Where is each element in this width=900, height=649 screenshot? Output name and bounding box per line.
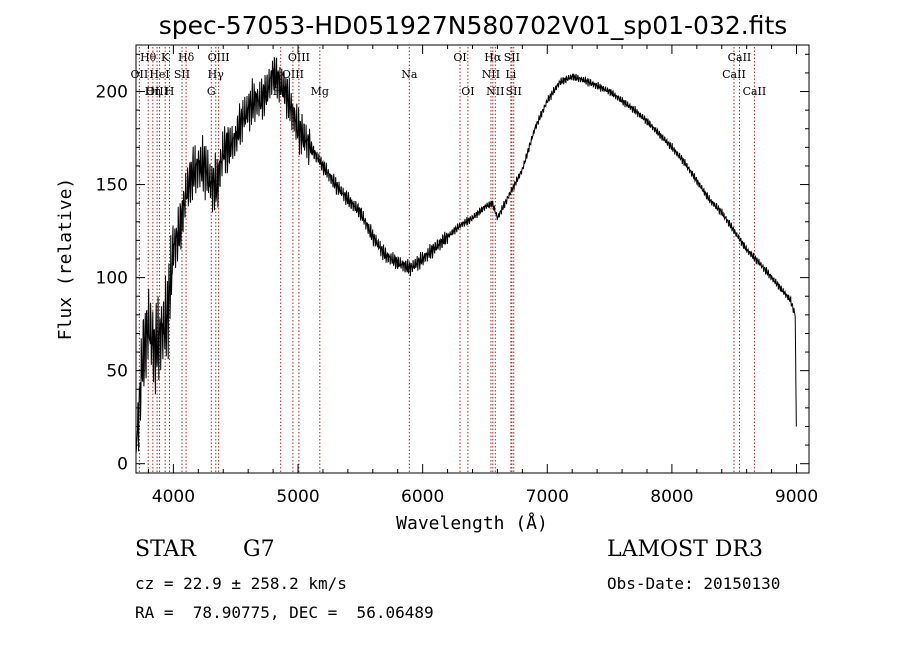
series-layer (135, 57, 797, 455)
chart-title: spec-57053-HD051927N580702V01_sp01-032.f… (159, 11, 788, 40)
spectral-line-label: OIII (146, 85, 168, 98)
series-spectrum (135, 57, 797, 455)
spectral-line-label: K (161, 51, 170, 64)
spectral-line-label: Mg (311, 85, 329, 98)
coordinates: RA = 78.90775, DEC = 56.06489 (135, 603, 434, 622)
spectral-line-label: CaII (722, 68, 746, 81)
y-tick-label: 50 (106, 362, 128, 382)
y-tick-label: 200 (96, 83, 128, 103)
spectral-line-label: Na (401, 68, 418, 81)
y-tick-label: 150 (96, 176, 128, 196)
spectral-line-label: Hδ (178, 51, 195, 64)
x-axis-label: Wavelength (Å) (396, 512, 548, 534)
spectral-line-label: SII (174, 68, 190, 81)
spectral-line-label: NII (486, 85, 504, 98)
spectral-line-label: G (207, 85, 216, 98)
spectral-lines (138, 47, 755, 473)
x-tick-label: 6000 (401, 487, 444, 507)
x-tick-label: 7000 (526, 487, 569, 507)
x-tick-label: 4000 (152, 487, 195, 507)
plot-frame (135, 44, 810, 474)
object-type: STAR (135, 537, 196, 562)
spectral-line-label: H (165, 85, 175, 98)
spectral-line-label: OI (453, 51, 466, 64)
x-tick-label: 8000 (650, 487, 693, 507)
spectral-line-label: Hη (145, 85, 161, 98)
spectral-line-label: OIII (282, 68, 304, 81)
survey-label: LAMOST DR3 (607, 537, 763, 562)
x-axis: 4000 5000 6000 7000 8000 9000 (147, 45, 818, 507)
x-tick-label: 5000 (276, 487, 319, 507)
y-tick-label: 0 (117, 455, 128, 475)
spectral-line-label: SII (504, 51, 520, 64)
spectral-line-label: OI (461, 85, 474, 98)
obs-date: Obs-Date: 20150130 (607, 574, 781, 593)
spectral-line-label: Hγ (208, 68, 225, 81)
x-tick-label: 9000 (775, 487, 818, 507)
spectral-line-label: OII (131, 68, 149, 81)
y-axis-label: Flux (relative) (55, 178, 76, 341)
object-subclass: G7 (243, 537, 275, 562)
y-axis: 0 50 100 150 200 (96, 53, 809, 475)
spectral-line-label: NII (482, 68, 500, 81)
spectral-line-label: CaII (743, 85, 767, 98)
spectral-line-label: CaII (728, 51, 752, 64)
spectral-line-label: Hθ (140, 51, 157, 64)
redshift-readout: cz = 22.9 ± 258.2 km/s (135, 574, 347, 593)
spectral-line-label: Hα (484, 51, 502, 64)
spectral-line-label: SII (506, 85, 522, 98)
spectral-line-label: HeI (149, 68, 169, 81)
spectral-line-label: OIII (208, 51, 230, 64)
spectral-line-label: OIII (288, 51, 310, 64)
spectral-line-label: Li (505, 68, 516, 81)
y-tick-label: 100 (96, 269, 128, 289)
